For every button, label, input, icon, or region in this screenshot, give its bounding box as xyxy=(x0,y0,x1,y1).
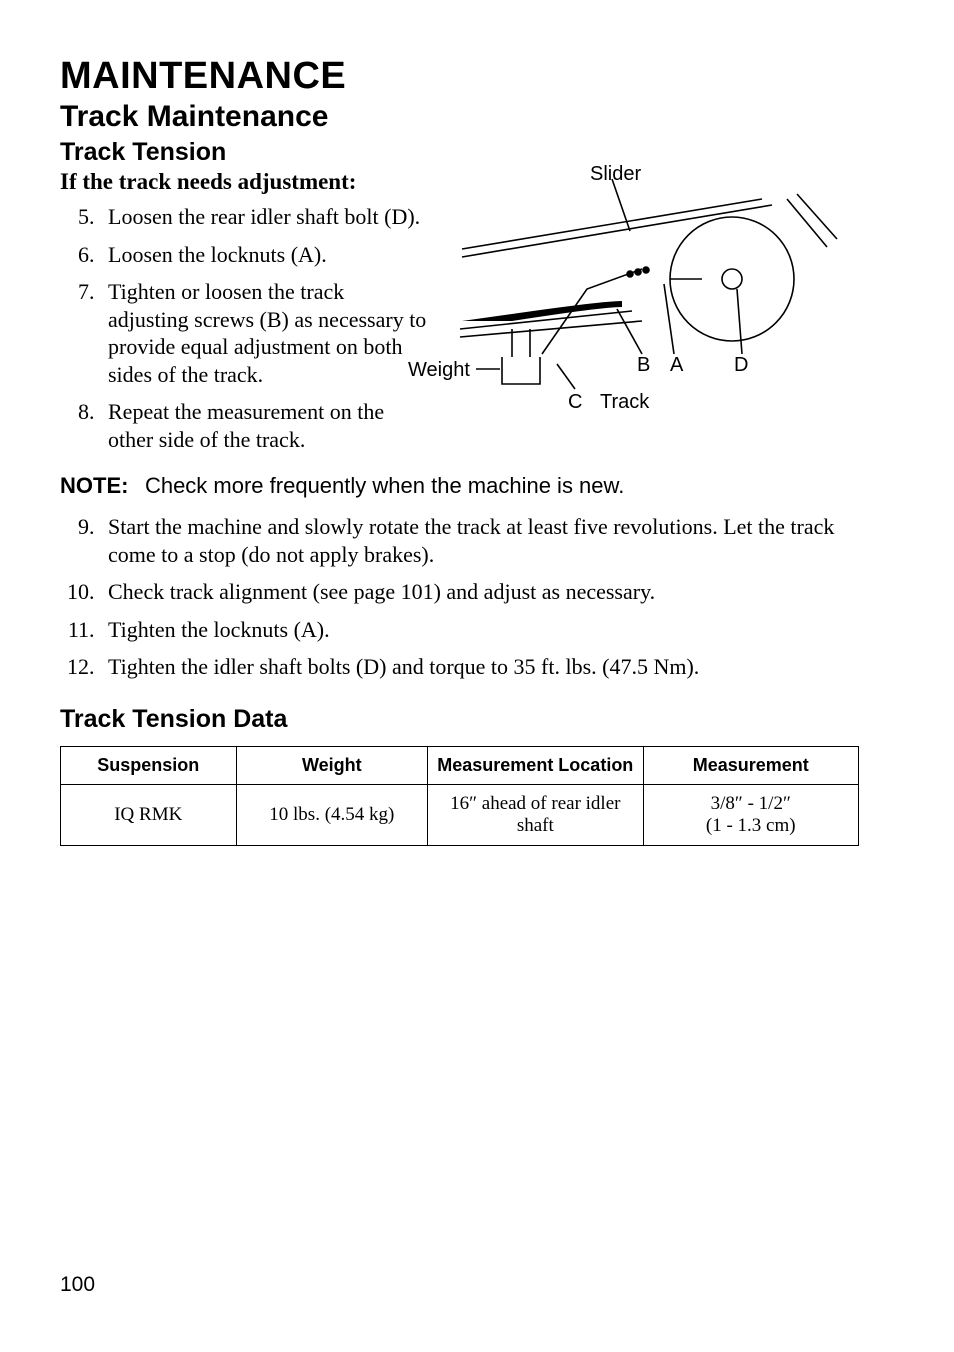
step-item: Tighten the locknuts (A). xyxy=(100,616,859,644)
table-header: Suspension xyxy=(61,746,237,784)
track-diagram: Slider Weight Track B A D C xyxy=(442,169,862,429)
steps-list-upper: Loosen the rear idler shaft bolt (D). Lo… xyxy=(60,203,430,453)
table-cell: 10 lbs. (4.54 kg) xyxy=(236,784,428,845)
heading-if-adjustment: If the track needs adjustment: xyxy=(60,169,430,195)
table-title: Track Tension Data xyxy=(60,705,859,734)
step-item: Tighten or loosen the track adjusting sc… xyxy=(100,278,430,388)
step-item: Loosen the rear idler shaft bolt (D). xyxy=(100,203,430,231)
diagram-label-b: B xyxy=(637,354,650,377)
heading-track-tension: Track Tension xyxy=(60,138,859,167)
table-cell: 16″ ahead of rear idler shaft xyxy=(428,784,643,845)
page: MAINTENANCE Track Maintenance Track Tens… xyxy=(0,0,954,1352)
step-item: Tighten the idler shaft bolts (D) and to… xyxy=(100,653,859,681)
step-item: Loosen the locknuts (A). xyxy=(100,241,430,269)
table-row: IQ RMK 10 lbs. (4.54 kg) 16″ ahead of re… xyxy=(61,784,859,845)
step-item: Check track alignment (see page 101) and… xyxy=(100,578,859,606)
diagram-label-c: C xyxy=(568,391,582,414)
note-label: NOTE: xyxy=(60,473,128,498)
table-header-row: Suspension Weight Measurement Location M… xyxy=(61,746,859,784)
steps-list-lower: Start the machine and slowly rotate the … xyxy=(60,513,859,681)
track-tension-table: Suspension Weight Measurement Location M… xyxy=(60,746,859,846)
diagram-label-slider: Slider xyxy=(590,163,641,186)
two-column-region: If the track needs adjustment: Loosen th… xyxy=(60,169,859,463)
right-column-diagram: Slider Weight Track B A D C xyxy=(442,169,862,429)
note-text: Check more frequently when the machine i… xyxy=(145,473,624,498)
note-row: NOTE: Check more frequently when the mac… xyxy=(60,473,859,499)
heading-maintenance: MAINTENANCE xyxy=(60,55,859,98)
step-item: Repeat the measurement on the other side… xyxy=(100,398,430,453)
heading-track-maintenance: Track Maintenance xyxy=(60,100,859,134)
step-item: Start the machine and slowly rotate the … xyxy=(100,513,859,568)
diagram-label-a: A xyxy=(670,354,683,377)
diagram-label-track: Track xyxy=(600,391,649,414)
table-cell: IQ RMK xyxy=(61,784,237,845)
table-header: Weight xyxy=(236,746,428,784)
table-header: Measurement xyxy=(643,746,858,784)
left-column: If the track needs adjustment: Loosen th… xyxy=(60,169,430,463)
page-number: 100 xyxy=(60,1273,95,1297)
diagram-svg xyxy=(442,169,862,429)
diagram-label-weight: Weight xyxy=(408,359,470,382)
diagram-label-d: D xyxy=(734,354,748,377)
table-cell: 3/8″ - 1/2″ (1 - 1.3 cm) xyxy=(643,784,858,845)
table-header: Measurement Location xyxy=(428,746,643,784)
